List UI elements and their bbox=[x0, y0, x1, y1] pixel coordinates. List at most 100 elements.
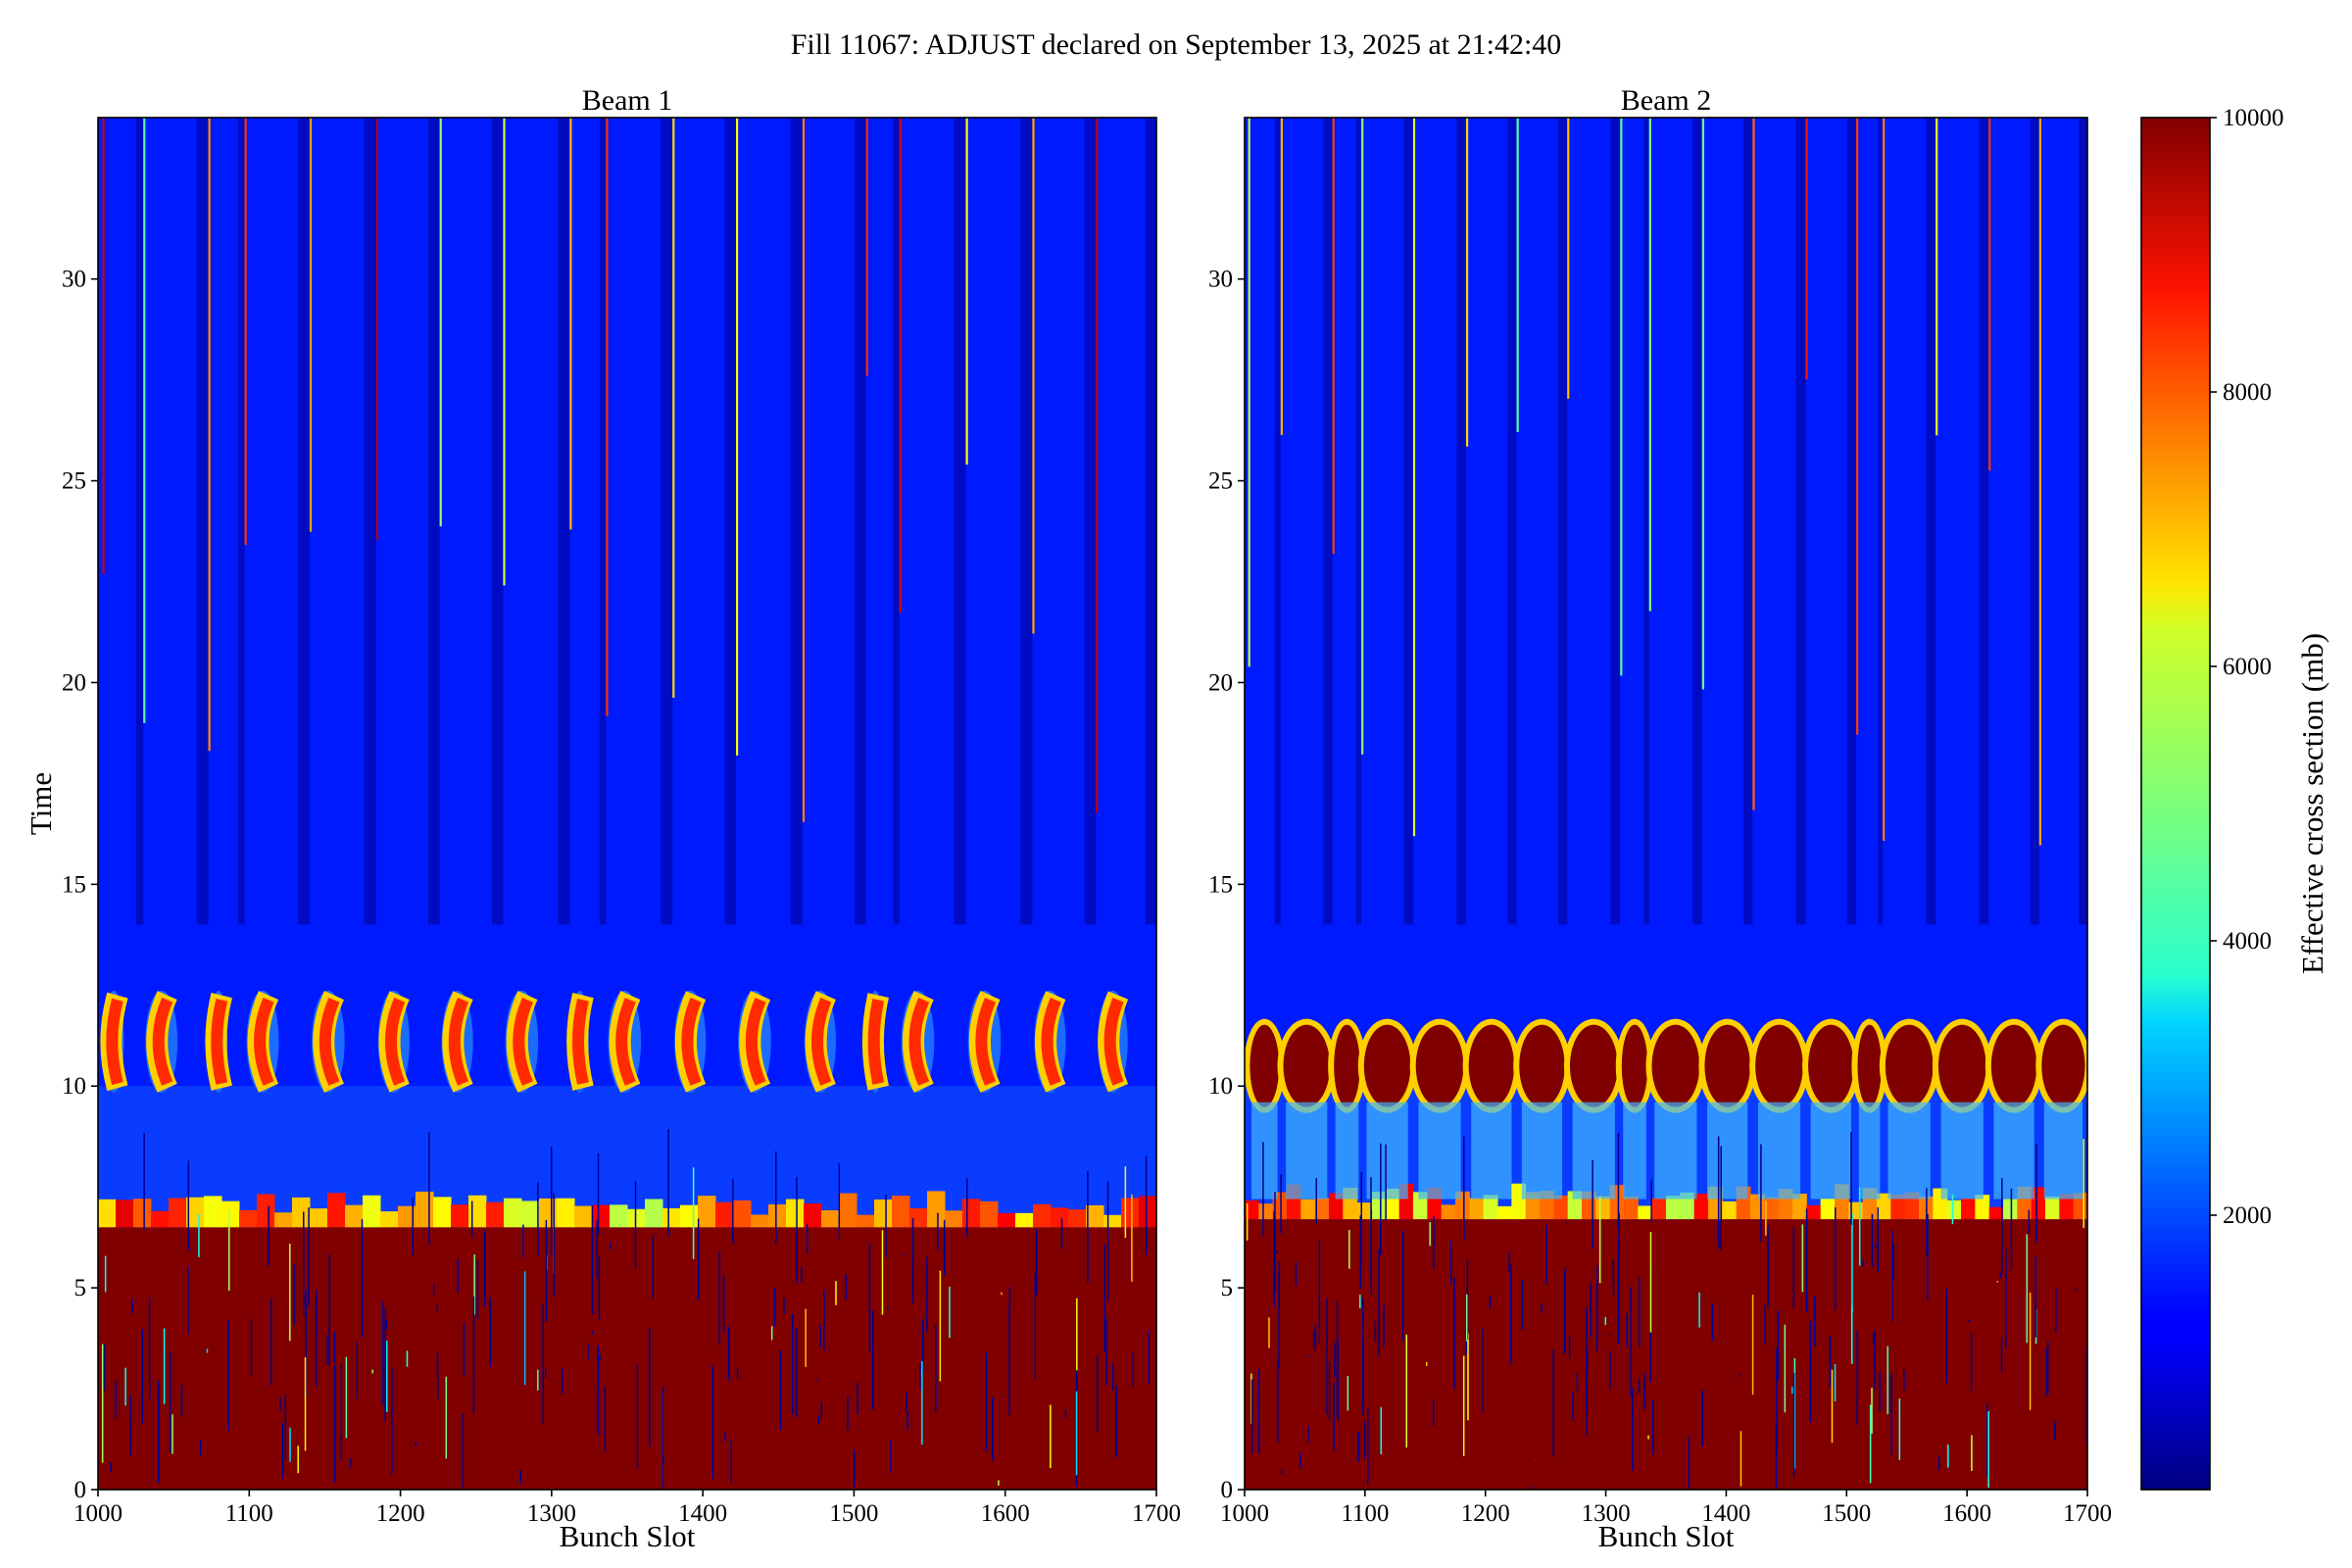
beam2-blob bbox=[1885, 1024, 1934, 1107]
beam1-edge-fringe bbox=[116, 1200, 134, 1228]
beam1-edge-fringe bbox=[1103, 1214, 1122, 1228]
beam2-gap-stripe bbox=[1557, 118, 1568, 925]
beam2-edge-fringe bbox=[1988, 1206, 2004, 1220]
beam1-gap-stripe bbox=[558, 118, 570, 925]
beam1-edge-fringe bbox=[1051, 1207, 1069, 1228]
beam2-edge-fringe bbox=[1624, 1196, 1639, 1220]
beam1-edge-fringe bbox=[1121, 1198, 1140, 1228]
beam2-gap-stripe bbox=[1507, 118, 1517, 925]
beam2-blob bbox=[1468, 1024, 1515, 1107]
beam1-edge-fringe bbox=[1033, 1203, 1052, 1228]
beam1-ytick-label: 20 bbox=[62, 669, 86, 696]
beam1-edge-fringe bbox=[133, 1199, 152, 1228]
beam1-edge-fringe bbox=[662, 1207, 681, 1228]
beam1-arc-inner bbox=[152, 997, 173, 1086]
beam1-edge-fringe bbox=[909, 1208, 928, 1228]
beam2-blob-tail bbox=[1940, 1102, 1984, 1200]
beam1-ylabel: Time bbox=[24, 772, 58, 835]
beam2-panel: Beam 2 1000 1100 1200 1300 1400 1500 1600 1700 0… bbox=[1208, 84, 2112, 1553]
beam2-edge-fringe bbox=[1497, 1205, 1512, 1220]
beam1-gap-stripe bbox=[893, 118, 900, 925]
beam2-gap-stripe bbox=[1743, 118, 1753, 925]
beam1-arc-inner bbox=[384, 998, 406, 1086]
beam1-ytick-label: 25 bbox=[62, 468, 86, 495]
beam2-edge-fringe bbox=[1975, 1195, 1990, 1220]
beam2-heatmap bbox=[1245, 118, 2087, 1490]
beam2-blob bbox=[1621, 1024, 1648, 1107]
beam1-arc-inner bbox=[867, 999, 885, 1085]
beam2-blob-tail bbox=[2043, 1102, 2083, 1200]
beam2-edge-fringe bbox=[1553, 1195, 1569, 1220]
beam1-edge-fringe bbox=[1068, 1209, 1087, 1228]
beam2-blob-tail bbox=[1286, 1102, 1328, 1200]
beam2-blob-tail bbox=[1418, 1102, 1461, 1200]
beam2-gap-stripe bbox=[1456, 118, 1467, 925]
beam1-frame bbox=[97, 117, 1157, 1491]
beam1-xtick-label: 1400 bbox=[678, 1500, 727, 1527]
beam1-edge-fringe bbox=[980, 1200, 999, 1228]
beam2-blob bbox=[2041, 1024, 2085, 1107]
beam2-gap-stripe bbox=[1926, 118, 1936, 925]
beam1-axes: 1000 1100 1200 1300 1400 1500 1600 1700 0 5 10 15 20… bbox=[62, 267, 1181, 1527]
beam1-gap-stripe bbox=[599, 118, 607, 925]
beam1-edge-fringe bbox=[398, 1205, 416, 1228]
beam1-edge-fringe bbox=[221, 1200, 240, 1228]
beam2-edge-fringe bbox=[2003, 1199, 2018, 1220]
beam1-edge-fringe bbox=[345, 1204, 364, 1228]
colorbar-gradient bbox=[2141, 118, 2210, 1490]
beam1-gap-stripe bbox=[1084, 118, 1097, 925]
beam2-ytick-label: 0 bbox=[1221, 1477, 1234, 1503]
beam2-edge-fringe bbox=[1680, 1192, 1695, 1220]
beam1-edge-fringe bbox=[962, 1199, 981, 1228]
colorbar-tick-label: 4000 bbox=[2223, 928, 2272, 955]
beam1-gap-stripe bbox=[1145, 118, 1156, 925]
beam2-blob-tail bbox=[1810, 1102, 1851, 1200]
beam2-blob bbox=[1569, 1024, 1618, 1107]
beam1-edge-fringe bbox=[945, 1210, 963, 1228]
beam1-arc-inner bbox=[615, 997, 636, 1086]
beam1-xtick-label: 1700 bbox=[1132, 1500, 1181, 1527]
beam1-edge-fringe bbox=[680, 1204, 699, 1228]
beam2-gap-stripe bbox=[1403, 118, 1413, 925]
beam2-edge-fringe bbox=[2045, 1196, 2060, 1220]
beam1-arc-inner bbox=[975, 997, 997, 1086]
beam2-ytick-label: 5 bbox=[1221, 1275, 1234, 1301]
beam1-edge-fringe bbox=[698, 1196, 716, 1228]
beam1-xtick-label: 1100 bbox=[225, 1500, 273, 1527]
beam2-gap-stripe bbox=[1795, 118, 1806, 925]
beam1-gap-stripe bbox=[491, 118, 504, 925]
beam2-blob-tail bbox=[1521, 1102, 1563, 1200]
beam2-blob bbox=[1415, 1024, 1464, 1107]
beam1-edge-fringe bbox=[363, 1195, 381, 1228]
beam2-edge-fringe bbox=[1469, 1198, 1485, 1220]
beam2-axes: 1000 1100 1200 1300 1400 1500 1600 1700 0 5 10 15 20… bbox=[1208, 267, 2112, 1527]
colorbar-tick-label: 6000 bbox=[2223, 654, 2272, 680]
beam1-arc-inner bbox=[571, 998, 589, 1085]
figure-title: Fill 11067: ADJUST declared on September… bbox=[791, 28, 1562, 61]
beam1-edge-fringe bbox=[433, 1197, 452, 1228]
beam2-xtick-label: 1400 bbox=[1701, 1500, 1750, 1527]
beam2-gap-stripe bbox=[1274, 118, 1281, 925]
beam2-blob bbox=[1808, 1024, 1854, 1107]
beam1-edge-fringe bbox=[1139, 1196, 1156, 1228]
beam2-xtick-label: 1600 bbox=[1942, 1500, 1991, 1527]
beam1-edge-fringe bbox=[892, 1196, 910, 1228]
beam1-edge-fringe bbox=[521, 1200, 540, 1228]
beam1-edge-fringe bbox=[1015, 1212, 1034, 1228]
beam1-edge-fringe bbox=[874, 1199, 893, 1228]
colorbar: 2000 4000 6000 8000 10000 Effective cross se… bbox=[2140, 105, 2329, 1491]
beam2-blob bbox=[1334, 1024, 1360, 1107]
beam2-blob-tail bbox=[1572, 1102, 1615, 1200]
beam1-edge-fringe bbox=[416, 1191, 434, 1228]
beam2-gap-stripe bbox=[2030, 118, 2039, 925]
beam1-edge-fringe bbox=[310, 1208, 328, 1228]
beam1-edge-fringe bbox=[257, 1194, 275, 1228]
beam2-xlabel: Bunch Slot bbox=[1598, 1519, 1735, 1553]
beam2-ytick-label: 25 bbox=[1208, 468, 1233, 495]
colorbar-tick-label: 10000 bbox=[2223, 105, 2284, 131]
beam1-edge-fringe bbox=[468, 1195, 487, 1228]
beam2-blob-tail bbox=[1623, 1102, 1646, 1200]
beam1-xtick-label: 1300 bbox=[527, 1500, 576, 1527]
beam1-xtick-label: 1200 bbox=[376, 1500, 425, 1527]
